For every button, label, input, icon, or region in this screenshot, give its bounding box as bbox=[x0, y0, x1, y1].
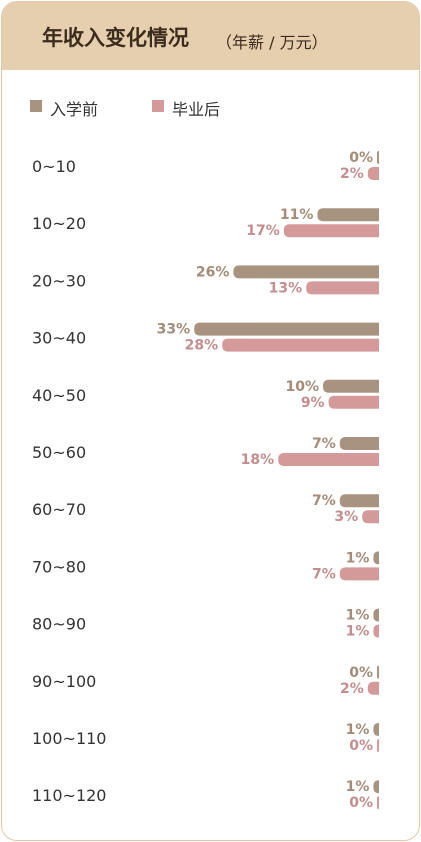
value-label-before: 33% bbox=[157, 322, 191, 338]
bar-before bbox=[339, 437, 379, 450]
value-label-after: 2% bbox=[340, 681, 364, 697]
value-label-after: 1% bbox=[346, 624, 370, 640]
bar-before bbox=[373, 780, 379, 794]
category-label: 80~90 bbox=[32, 615, 86, 634]
bar-before bbox=[317, 208, 379, 222]
bar-after bbox=[328, 395, 379, 409]
bar-after bbox=[278, 453, 379, 466]
value-label-before: 0% bbox=[349, 150, 373, 166]
value-label-after: 18% bbox=[241, 452, 275, 468]
bar-before bbox=[233, 265, 379, 279]
value-label-before: 1% bbox=[346, 779, 370, 795]
bar-after bbox=[283, 224, 379, 238]
value-label-before: 10% bbox=[285, 379, 319, 395]
chart-title: 年收入变化情况 bbox=[42, 26, 189, 50]
legend-swatch-before bbox=[30, 100, 42, 112]
value-label-after: 28% bbox=[185, 338, 219, 354]
value-label-after: 2% bbox=[340, 166, 364, 182]
category-label: 10~20 bbox=[32, 214, 86, 233]
bar-after bbox=[367, 681, 379, 695]
legend-label-after: 毕业后 bbox=[172, 100, 221, 119]
legend-swatch-after bbox=[152, 100, 164, 112]
legend-label-before: 入学前 bbox=[50, 100, 99, 119]
category-label: 70~80 bbox=[32, 557, 86, 576]
bar-before bbox=[373, 723, 379, 736]
value-label-before: 11% bbox=[280, 207, 314, 223]
bar-after bbox=[306, 281, 379, 295]
value-label-before: 1% bbox=[346, 722, 370, 738]
value-label-after: 0% bbox=[349, 795, 373, 811]
category-label: 20~30 bbox=[32, 271, 86, 290]
bar-after bbox=[339, 567, 379, 581]
bar-after bbox=[377, 796, 379, 810]
value-label-after: 3% bbox=[334, 509, 358, 525]
value-label-before: 0% bbox=[349, 665, 373, 681]
value-label-before: 1% bbox=[346, 608, 370, 624]
bar-before bbox=[339, 494, 379, 508]
category-label: 90~100 bbox=[32, 672, 96, 691]
category-label: 0~10 bbox=[32, 157, 76, 176]
bar-before bbox=[373, 551, 379, 565]
chart-subtitle: （年薪 / 万元） bbox=[216, 33, 328, 52]
bar-after bbox=[222, 338, 379, 352]
bar-after bbox=[373, 624, 379, 638]
value-label-after: 9% bbox=[301, 395, 325, 411]
bar-before bbox=[377, 665, 379, 679]
bar-after bbox=[367, 167, 379, 180]
bar-before bbox=[194, 322, 379, 336]
category-label: 30~40 bbox=[32, 329, 86, 348]
category-label: 60~70 bbox=[32, 500, 86, 519]
bar-before bbox=[377, 151, 379, 164]
category-label: 100~110 bbox=[32, 729, 106, 748]
bar-after bbox=[362, 510, 379, 524]
category-label: 50~60 bbox=[32, 443, 86, 462]
category-label: 110~120 bbox=[32, 786, 106, 805]
value-label-before: 7% bbox=[312, 436, 336, 452]
category-label: 40~50 bbox=[32, 386, 86, 405]
value-label-after: 0% bbox=[349, 738, 373, 754]
bar-after bbox=[377, 739, 379, 752]
value-label-before: 26% bbox=[196, 264, 230, 280]
value-label-after: 17% bbox=[246, 223, 280, 239]
value-label-before: 1% bbox=[346, 550, 370, 566]
bar-before bbox=[373, 608, 379, 622]
value-label-after: 7% bbox=[312, 566, 336, 582]
value-label-before: 7% bbox=[312, 493, 336, 509]
bar-before bbox=[323, 379, 379, 393]
chart-header: 年收入变化情况 （年薪 / 万元） bbox=[2, 2, 419, 70]
value-label-after: 13% bbox=[269, 280, 303, 296]
